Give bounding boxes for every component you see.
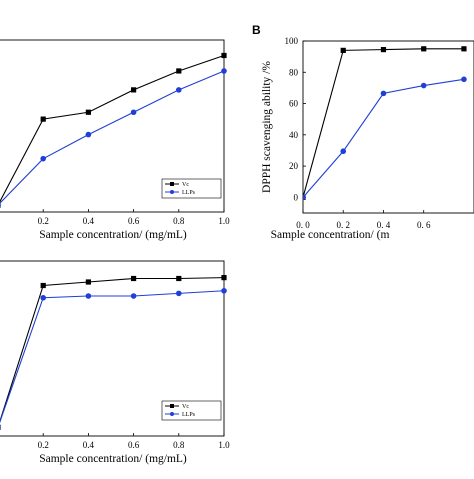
x-tick-label: 0.6 — [128, 440, 140, 450]
data-point-llps — [40, 294, 46, 301]
x-tick-label: 0. 6 — [417, 220, 431, 230]
data-point-vc — [85, 279, 91, 285]
x-axis-label: Sample concentration/ (m — [271, 229, 390, 241]
y-axis-label: DPPH scavenging ability /% — [261, 61, 273, 193]
plot-frame — [0, 260, 225, 437]
data-point-llps — [420, 82, 427, 89]
legend-label: Vc — [182, 404, 189, 410]
data-point-vc — [221, 52, 227, 59]
data-point-vc — [221, 275, 227, 281]
x-axis-label: Sample concentration/ (mg/mL) — [39, 229, 187, 241]
legend: Vc LLPs — [161, 178, 222, 199]
data-point-vc — [40, 282, 46, 289]
plot-frame — [302, 40, 474, 214]
y-tick-label: 100 — [285, 36, 299, 46]
x-tick-label: 0.4 — [83, 216, 95, 226]
legend-swatch-marker — [170, 412, 174, 416]
series-layer — [0, 275, 227, 430]
series-line-vc — [0, 277, 225, 423]
y-tick-label: 0 — [294, 192, 299, 202]
legend-swatch-marker — [170, 404, 174, 408]
legend-label: LLPs — [182, 190, 196, 196]
data-point-llps — [221, 287, 227, 294]
x-tick-label: 0. 4 — [377, 220, 391, 230]
data-point-vc — [461, 46, 467, 52]
series-line-vc — [303, 48, 464, 198]
x-tick-label: 0. 0 — [296, 220, 310, 230]
x-tick-label: 0. 2 — [336, 220, 350, 230]
data-point-llps — [303, 194, 306, 201]
panel-letter: B — [252, 23, 261, 37]
data-point-llps — [85, 293, 92, 299]
x-tick-label: 0 — [0, 440, 1, 450]
y-tick-label: 40 — [289, 130, 299, 140]
data-point-llps — [0, 203, 1, 208]
x-tick-label: 0.2 — [38, 440, 49, 450]
legend-swatch-marker — [170, 190, 174, 194]
legend-label: LLPs — [182, 412, 196, 418]
series-line-llps — [303, 78, 465, 198]
x-tick-label: 1.0 — [218, 440, 230, 450]
legend-swatch-marker — [170, 182, 174, 186]
x-tick-label: 0.4 — [83, 440, 95, 450]
data-point-vc — [176, 275, 182, 282]
x-tick-label: 0.8 — [173, 440, 185, 450]
series-line-llps — [0, 70, 225, 204]
chart-panel-2: B 0. 0 0. 2 0. 4 0. 6 0 20 40 60 80 100 Sample conc… — [252, 23, 474, 241]
x-tick-label: 0.6 — [128, 216, 140, 226]
data-point-llps — [176, 87, 182, 93]
data-point-llps — [221, 68, 227, 74]
legend: Vc LLPs — [161, 400, 222, 421]
x-tick-label: 1.0 — [218, 216, 230, 226]
x-tick-label: 0.2 — [38, 216, 49, 226]
y-tick-label: 60 — [289, 99, 299, 109]
plot-frame — [0, 39, 225, 213]
data-point-vc — [131, 275, 137, 282]
data-point-vc — [40, 116, 46, 122]
data-point-llps — [461, 76, 467, 83]
data-point-llps — [85, 131, 92, 138]
x-tick-label: 0.8 — [173, 216, 185, 226]
data-point-vc — [85, 109, 91, 115]
data-point-vc — [131, 87, 137, 93]
y-tick-label: 80 — [289, 67, 299, 77]
data-point-llps — [130, 109, 137, 116]
series-layer — [303, 46, 467, 201]
legend-label: Vc — [182, 182, 189, 188]
data-point-llps — [380, 90, 387, 97]
series-line-llps — [0, 290, 225, 424]
y-tick-label: 20 — [289, 161, 299, 171]
data-point-vc — [421, 46, 427, 52]
x-tick-label: 0 — [0, 216, 1, 226]
data-point-llps — [130, 293, 137, 299]
data-point-vc — [340, 47, 346, 53]
data-point-llps — [40, 155, 46, 162]
data-point-vc — [380, 47, 387, 53]
chart-panel-1: 0 0.2 0.4 0.6 0.8 1.0 Sample concentration/ (m… — [0, 39, 230, 241]
data-point-vc — [176, 68, 182, 74]
data-point-llps — [340, 148, 347, 155]
series-line-vc — [0, 54, 225, 203]
chart-panel-3: 0 0.2 0.4 0.6 0.8 1.0 Sample concentration/ (m… — [0, 260, 230, 465]
series-layer — [0, 52, 227, 208]
data-point-llps — [176, 290, 182, 297]
data-point-llps — [0, 425, 1, 430]
x-axis-label: Sample concentration/ (mg/mL) — [39, 453, 187, 465]
